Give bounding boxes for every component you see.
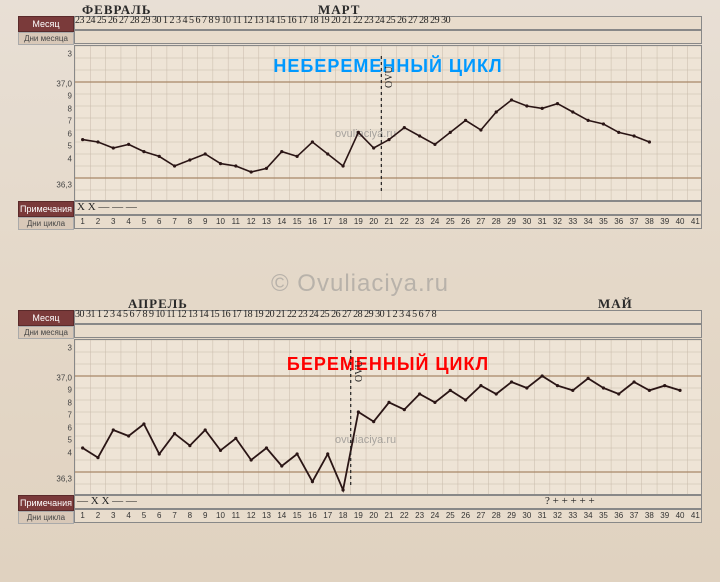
y-axis-labels: 337,098765436,3 [18, 45, 74, 201]
notes-row-1: X X — — — [74, 201, 702, 215]
handwritten-month-days-2: 30 31 1 2 3 4 5 6 7 8 9 10 11 12 13 14 1… [75, 309, 436, 320]
cycle-days-row-2: 1234567891011121314151617181920212223242… [74, 509, 702, 523]
chart-grid-1: НЕБЕРЕМЕННЫЙ ЦИКЛ ovuliaciya.ru OVU [74, 45, 702, 201]
month-days-row: 23 24 25 26 27 28 29 30 1 2 3 4 5 6 7 8 … [74, 16, 702, 30]
handwritten-month-days: 23 24 25 26 27 28 29 30 1 2 3 4 5 6 7 8 … [75, 15, 450, 26]
month-days-blank [74, 30, 702, 44]
row-label-month: Месяц [18, 16, 74, 32]
notes-hand-2-left: — X X — — [77, 495, 137, 507]
line-svg-1 [75, 46, 702, 201]
notes-hand-2-right: ? + + + + + [545, 495, 595, 507]
row-label-month-2: Месяц [18, 310, 74, 326]
month-days-blank-2 [74, 324, 702, 338]
notes-row-2: — X X — — ? + + + + + [74, 495, 702, 509]
notes-hand-1: X X — — — [77, 201, 137, 213]
chart-nonpregnant: ФЕВРАЛЬ МАРТ Месяц Дни месяца 23 24 25 2… [18, 4, 702, 230]
row-label-notes-2: Примечания [18, 495, 74, 511]
line-svg-2 [75, 340, 702, 495]
row-label-notes: Примечания [18, 201, 74, 217]
row-label-cycle-days-2: Дни цикла [18, 511, 74, 524]
chart-pregnant: АПРЕЛЬ МАЙ Месяц Дни месяца 30 31 1 2 3 … [18, 298, 702, 524]
cycle-days-row-1: 1234567891011121314151617181920212223242… [74, 215, 702, 229]
row-label-cycle-days: Дни цикла [18, 217, 74, 230]
month-days-row-2: 30 31 1 2 3 4 5 6 7 8 9 10 11 12 13 14 1… [74, 310, 702, 324]
y-axis-labels-2: 337,098765436,3 [18, 339, 74, 495]
row-label-month-days: Дни месяца [18, 32, 74, 45]
chart-grid-2: БЕРЕМЕННЫЙ ЦИКЛ ovuliaciya.ru OVU [74, 339, 702, 495]
row-label-month-days-2: Дни месяца [18, 326, 74, 339]
